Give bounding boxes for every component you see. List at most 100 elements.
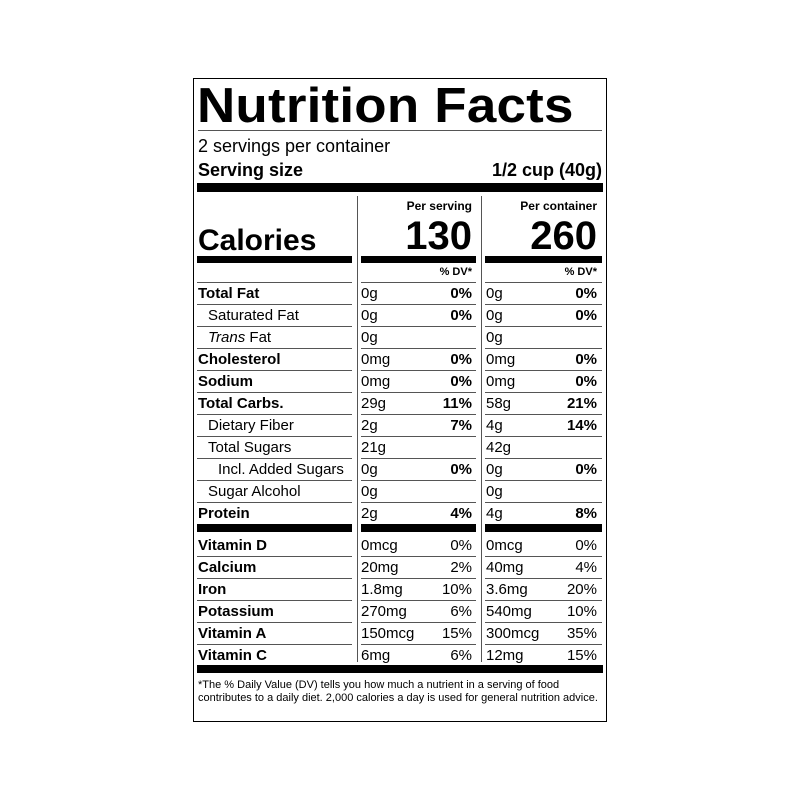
- row-label: Vitamin A: [198, 626, 266, 642]
- amount: 0mcg: [486, 537, 523, 554]
- amount: 0g: [486, 483, 503, 500]
- amount: 0g: [486, 285, 503, 302]
- amount: 0mcg: [361, 537, 398, 554]
- row-label-text: Vitamin D: [198, 537, 267, 554]
- row-label-text: Dietary Fiber: [208, 417, 294, 434]
- amount: 0mg: [361, 373, 391, 390]
- rule: [197, 282, 352, 283]
- amount: 300mcg: [486, 625, 540, 642]
- amount: 42g: [486, 439, 512, 456]
- column-header: Per container: [520, 199, 597, 213]
- thick-rule: [485, 524, 602, 532]
- column-divider: [481, 196, 482, 662]
- daily-value: 0%: [450, 537, 472, 554]
- amount: 21g: [361, 439, 387, 456]
- rule: [361, 414, 476, 415]
- daily-value: 0%: [575, 351, 597, 368]
- daily-value: 10%: [441, 581, 472, 598]
- rule: [197, 414, 352, 415]
- row-label-text: Saturated Fat: [208, 307, 299, 324]
- serving-size-value: 1/2 cup (40g): [491, 160, 602, 180]
- row-label: Total Sugars: [208, 440, 291, 456]
- row-label: Trans Fat: [208, 330, 271, 346]
- rule: [485, 304, 602, 305]
- row-label: Total Fat: [198, 286, 259, 302]
- dv-header: % DV*: [439, 266, 472, 278]
- rule: [485, 282, 602, 283]
- row-label-text: Incl. Added Sugars: [218, 461, 344, 478]
- amount: 0g: [486, 461, 503, 478]
- row-label-italic: Trans: [208, 329, 246, 346]
- row-label-text: Potassium: [198, 603, 274, 620]
- row-label: Dietary Fiber: [208, 418, 294, 434]
- rule: [361, 436, 476, 437]
- daily-value: 0%: [450, 307, 472, 324]
- row-label-text: Protein: [198, 505, 250, 522]
- rule: [197, 622, 352, 623]
- rule: [361, 556, 476, 557]
- row-label: Cholesterol: [198, 352, 281, 368]
- row-label-text: Total Fat: [198, 285, 260, 302]
- daily-value: 20%: [566, 581, 597, 598]
- row-label: Sugar Alcohol: [208, 484, 301, 500]
- rule: [485, 600, 602, 601]
- daily-value: 11%: [442, 395, 472, 412]
- rule: [485, 622, 602, 623]
- rule: [361, 348, 476, 349]
- amount: 0mg: [486, 373, 516, 390]
- row-label-text: Cholesterol: [198, 351, 281, 368]
- row-label: Vitamin C: [198, 648, 267, 664]
- rule: [361, 458, 476, 459]
- daily-value: 0%: [575, 373, 597, 390]
- amount: 4g: [486, 417, 503, 434]
- thick-rule: [197, 183, 603, 192]
- rule: [361, 304, 476, 305]
- serving-size-label: Serving size: [198, 160, 304, 180]
- row-label-text: Calcium: [198, 559, 257, 576]
- daily-value: 4%: [450, 505, 472, 522]
- rule: [361, 392, 476, 393]
- dv-header: % DV*: [564, 266, 597, 278]
- rule: [361, 622, 476, 623]
- rule: [485, 326, 602, 327]
- row-label-text: Vitamin C: [198, 647, 267, 664]
- amount: 0g: [361, 285, 378, 302]
- daily-value: 0%: [575, 307, 597, 324]
- amount: 0mg: [486, 351, 516, 368]
- rule: [197, 480, 352, 481]
- amount: 0g: [361, 483, 378, 500]
- rule: [361, 578, 476, 579]
- rule: [197, 392, 352, 393]
- rule: [485, 414, 602, 415]
- amount: 4g: [486, 505, 503, 522]
- daily-value: 10%: [566, 603, 597, 620]
- nutrition-label: [193, 78, 607, 722]
- rule: [197, 556, 352, 557]
- amount: 40mg: [486, 559, 524, 576]
- daily-value: 35%: [566, 625, 597, 642]
- row-label: Calcium: [198, 560, 256, 576]
- thick-rule: [361, 524, 476, 532]
- daily-value: 0%: [575, 461, 597, 478]
- rule: [361, 502, 476, 503]
- amount: 12mg: [486, 647, 524, 664]
- daily-value: 4%: [575, 559, 597, 576]
- thick-rule: [361, 256, 476, 263]
- thick-rule: [197, 665, 603, 673]
- amount: 3.6mg: [486, 581, 528, 598]
- rule: [485, 578, 602, 579]
- daily-value: 0%: [450, 351, 472, 368]
- daily-value: 14%: [566, 417, 597, 434]
- row-label-text: Sodium: [198, 373, 253, 390]
- rule: [197, 370, 352, 371]
- rule: [197, 578, 352, 579]
- row-label-text: Vitamin A: [198, 625, 267, 642]
- amount: 29g: [361, 395, 387, 412]
- rule: [197, 304, 352, 305]
- row-label: Saturated Fat: [208, 308, 299, 324]
- row-label-text: Total Sugars: [208, 439, 292, 456]
- daily-value: 15%: [441, 625, 472, 642]
- rule: [197, 600, 352, 601]
- rule: [361, 370, 476, 371]
